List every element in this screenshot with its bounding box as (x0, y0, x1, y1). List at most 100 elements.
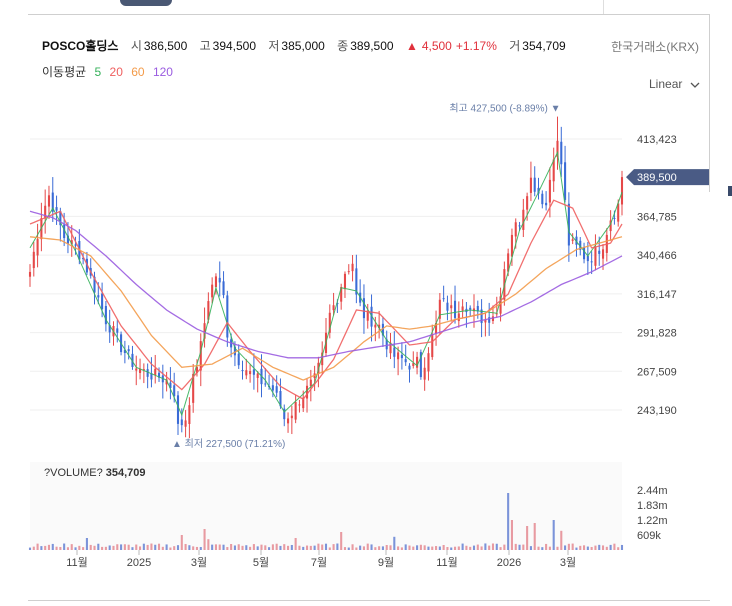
candle-body (620, 177, 624, 205)
volume-bar (472, 545, 476, 550)
scale-selector[interactable]: Linear (649, 77, 700, 91)
candle-body (469, 307, 472, 310)
volume-bar (309, 545, 312, 550)
ma-120-label[interactable]: 120 (152, 65, 173, 79)
candle-body (195, 367, 199, 373)
volume-bar (112, 545, 115, 550)
volume-bar (298, 545, 301, 550)
volume-label: 거 (509, 39, 521, 53)
volume-bar (457, 546, 460, 550)
ma-5-label[interactable]: 5 (94, 65, 102, 79)
volume-bar (450, 547, 453, 550)
volume-title-value: 354,709 (106, 467, 146, 479)
volume-bar (47, 544, 51, 550)
current-price-marker (626, 169, 709, 186)
volume-bar (302, 546, 305, 550)
volume-bar (264, 545, 267, 550)
volume-bar (370, 544, 373, 550)
volume-bar (328, 547, 331, 550)
volume-bar (85, 538, 88, 550)
candle-body (36, 239, 39, 256)
candle-body (123, 349, 126, 353)
volume-bar (131, 547, 134, 550)
price-tick-label: 316,147 (637, 289, 677, 301)
volume-bar (340, 532, 343, 550)
candle-body (567, 203, 570, 246)
candle-body (233, 346, 236, 356)
volume-bar (601, 545, 605, 550)
candle-body (192, 373, 195, 403)
candle-body (222, 281, 225, 296)
volume-bar (294, 538, 297, 550)
volume-bar (529, 546, 532, 550)
volume-bar (541, 547, 544, 550)
top-divider (603, 0, 604, 14)
candle-body (374, 324, 377, 328)
candle-body (609, 220, 612, 232)
candle-body (499, 296, 502, 314)
time-tick-label: 11월 (436, 556, 458, 569)
candle-body (518, 225, 521, 227)
time-tick-label: 9월 (378, 556, 394, 569)
time-tick-label: 3월 (560, 556, 576, 569)
candle-body (598, 250, 601, 254)
time-tick-label: 3월 (191, 556, 207, 569)
candle-body (351, 263, 354, 272)
ma-20-label[interactable]: 20 (109, 65, 123, 79)
candle-body (601, 249, 605, 259)
volume-bar (233, 545, 236, 550)
volume-tick-label: 2.44m (637, 485, 668, 497)
volume-bar (226, 547, 229, 550)
volume-bar (442, 544, 445, 550)
high-label: 고 (199, 39, 211, 53)
candle-body (590, 261, 593, 263)
candle-body (446, 302, 449, 311)
candle-body (431, 334, 434, 358)
right-border (709, 14, 710, 192)
volume-bar (40, 546, 43, 550)
candle-body (548, 179, 551, 203)
exchange-label: 한국거래소(KRX) (611, 40, 699, 54)
volume-bar (609, 544, 612, 550)
candle-body (165, 379, 168, 385)
volume-bar (469, 546, 472, 550)
candle-body (101, 293, 104, 310)
volume-tick-label: 1.22m (637, 515, 668, 527)
candle-body (309, 379, 312, 387)
candle-body (457, 313, 460, 322)
volume-bar (617, 547, 620, 550)
ma-legend-title: 이동평균 (42, 65, 87, 79)
price-tick-label: 413,423 (637, 134, 677, 146)
candle-body (55, 207, 58, 211)
low-label: 저 (268, 39, 280, 53)
volume-bar (207, 539, 210, 550)
candle-body (495, 313, 498, 315)
candle-body (594, 247, 597, 266)
volume-bar (594, 545, 597, 550)
volume-bar (268, 547, 271, 550)
volume-bar (108, 545, 111, 550)
candle-body (241, 370, 244, 372)
ma-60-label[interactable]: 60 (131, 65, 145, 79)
volume-bar (146, 544, 149, 550)
candle-body (116, 328, 119, 333)
volume-bar (503, 544, 506, 550)
high-value: 394,500 (212, 39, 257, 53)
candle-body (491, 316, 495, 322)
candle-body (560, 141, 563, 165)
volume-bar (518, 544, 521, 550)
volume-bar (400, 547, 403, 550)
volume-bar (82, 547, 85, 550)
candle-body (63, 224, 66, 239)
volume-bar (63, 543, 66, 550)
volume-bar (97, 543, 100, 550)
volume-bar (180, 535, 183, 550)
candle-body (400, 354, 403, 359)
right-edge-handle[interactable] (728, 186, 732, 196)
volume-bar (230, 544, 233, 550)
volume-bar (161, 546, 164, 550)
candle-body (211, 284, 214, 298)
candle-body (419, 352, 422, 378)
top-tab[interactable] (120, 0, 172, 6)
